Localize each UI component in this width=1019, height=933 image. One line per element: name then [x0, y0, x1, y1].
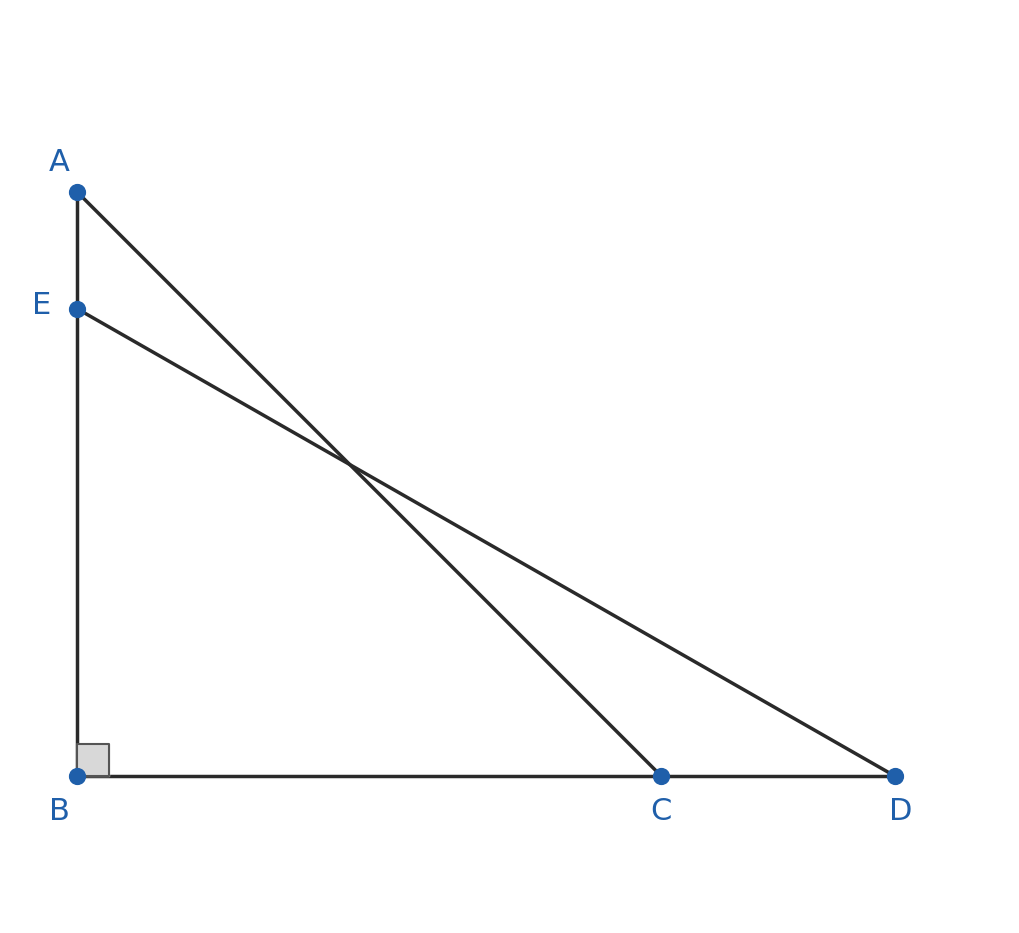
Text: E: E [33, 291, 52, 320]
Text: A: A [49, 148, 70, 177]
Text: D: D [890, 797, 913, 826]
Point [69, 185, 86, 200]
Text: C: C [651, 797, 673, 826]
Point [887, 769, 903, 784]
Point [69, 301, 86, 316]
Point [653, 769, 669, 784]
Point [69, 769, 86, 784]
Text: B: B [49, 797, 70, 826]
Polygon shape [77, 745, 109, 776]
